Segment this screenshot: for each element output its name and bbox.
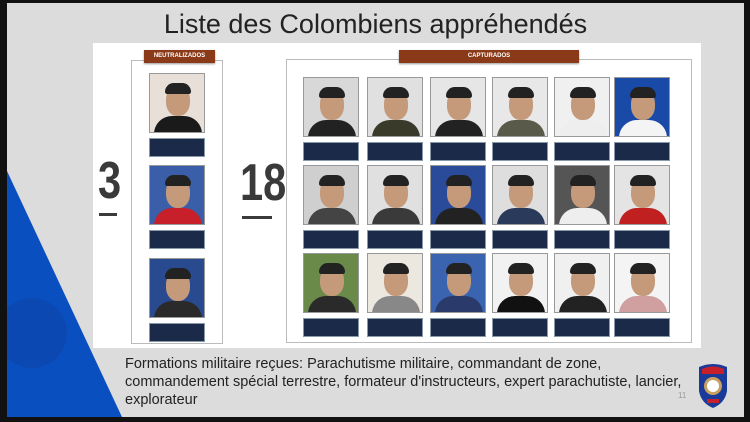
captured-person-card: [367, 253, 423, 337]
person-photo: [430, 253, 486, 313]
person-photo: [554, 165, 610, 225]
person-photo: [554, 253, 610, 313]
training-caption: Formations militaire reçues: Parachutism…: [125, 356, 682, 408]
presentation-slide: Liste des Colombiens appréhendés NEUTRAL…: [7, 3, 744, 417]
captured-person-card: [367, 165, 423, 249]
name-label: [492, 318, 548, 337]
captured-header: CAPTURADOS: [399, 50, 579, 63]
name-label: [367, 142, 423, 161]
person-photo: [614, 165, 670, 225]
captured-count: 18: [240, 154, 287, 212]
name-label: [303, 142, 359, 161]
police-badge-logo: [699, 364, 727, 408]
person-photo: [303, 253, 359, 313]
name-label: [367, 230, 423, 249]
neutralized-person-card: [149, 165, 205, 249]
captured-person-card: [614, 77, 670, 161]
neutralized-person-card: [149, 258, 205, 342]
person-photo: [492, 165, 548, 225]
person-photo: [614, 253, 670, 313]
neutralized-person-card: [149, 73, 205, 157]
name-label: [430, 318, 486, 337]
name-label: [614, 142, 670, 161]
captured-count-underline: [242, 216, 272, 219]
person-photo: [367, 253, 423, 313]
person-photo: [149, 73, 205, 133]
person-photo: [367, 77, 423, 137]
captured-person-card: [430, 77, 486, 161]
slide-title: Liste des Colombiens appréhendés: [163, 9, 588, 39]
captured-person-card: [614, 165, 670, 249]
captured-person-card: [554, 77, 610, 161]
person-photo: [492, 77, 548, 137]
person-photo: [554, 77, 610, 137]
name-label: [492, 142, 548, 161]
captured-person-card: [492, 77, 548, 161]
captured-person-card: [367, 77, 423, 161]
captured-person-card: [554, 253, 610, 337]
captured-person-card: [303, 77, 359, 161]
captured-person-card: [303, 165, 359, 249]
page-number: 11: [678, 391, 687, 400]
person-photo: [367, 165, 423, 225]
neutralized-count-underline: [99, 213, 117, 216]
neutralized-count: 3: [98, 152, 122, 210]
name-label: [303, 318, 359, 337]
name-label: [149, 230, 205, 249]
name-label: [303, 230, 359, 249]
captured-person-card: [430, 165, 486, 249]
person-photo: [492, 253, 548, 313]
person-photo: [149, 258, 205, 318]
captured-person-card: [303, 253, 359, 337]
captured-person-card: [614, 253, 670, 337]
person-photo: [430, 165, 486, 225]
name-label: [554, 230, 610, 249]
captured-person-card: [430, 253, 486, 337]
name-label: [149, 323, 205, 342]
name-label: [614, 230, 670, 249]
name-label: [554, 142, 610, 161]
captured-person-card: [492, 253, 548, 337]
person-photo: [614, 77, 670, 137]
person-photo: [303, 165, 359, 225]
name-label: [492, 230, 548, 249]
person-photo: [303, 77, 359, 137]
person-photo: [149, 165, 205, 225]
name-label: [149, 138, 205, 157]
person-photo: [430, 77, 486, 137]
blue-corner-decoration: [7, 171, 122, 417]
captured-person-card: [492, 165, 548, 249]
name-label: [614, 318, 670, 337]
name-label: [367, 318, 423, 337]
name-label: [430, 142, 486, 161]
captured-person-card: [554, 165, 610, 249]
name-label: [430, 230, 486, 249]
neutralized-header: NEUTRALIZADOS: [144, 50, 215, 63]
name-label: [554, 318, 610, 337]
